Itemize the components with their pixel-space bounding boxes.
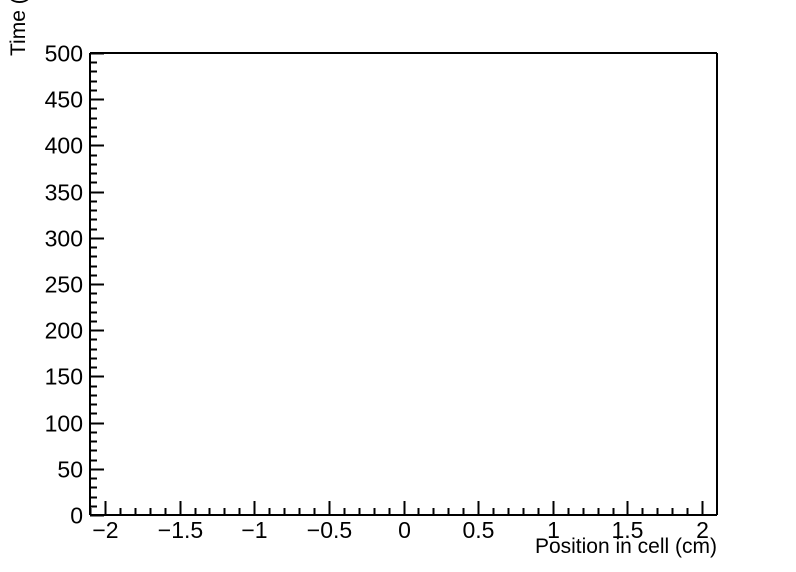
x-axis-tick-labels: −2 −1.5 −1 −0.5 0 0.5 1 1.5 2 [92, 517, 709, 543]
x-tick-label: 1.5 [612, 517, 644, 543]
y-tick-label: 500 [45, 41, 83, 67]
x-tick-label: 0 [398, 517, 411, 543]
x-tick-label: 1 [547, 517, 560, 543]
x-tick-label: −1 [241, 517, 267, 543]
y-tick-label: 50 [57, 457, 83, 483]
y-axis-ticks [90, 52, 104, 517]
y-axis-tick-labels: 0 50 100 150 200 250 300 350 400 450 500 [45, 41, 83, 529]
x-axis-title: Position in cell (cm) [535, 535, 717, 558]
y-tick-label: 0 [70, 503, 83, 529]
y-axis-title: Time (ns) [7, 0, 30, 56]
y-tick-label: 100 [45, 411, 83, 437]
y-tick-label: 200 [45, 318, 83, 344]
y-tick-label: 300 [45, 226, 83, 252]
x-tick-label: 2 [696, 517, 709, 543]
y-tick-label: 450 [45, 87, 83, 113]
x-tick-label: −1.5 [158, 517, 203, 543]
x-tick-label: 0.5 [463, 517, 495, 543]
y-tick-label: 350 [45, 180, 83, 206]
x-tick-label: −0.5 [307, 517, 352, 543]
x-axis-ticks [89, 501, 704, 515]
y-tick-label: 400 [45, 133, 83, 159]
y-tick-label: 250 [45, 272, 83, 298]
x-tick-label: −2 [92, 517, 118, 543]
y-tick-label: 150 [45, 364, 83, 390]
plot-frame [89, 52, 718, 516]
